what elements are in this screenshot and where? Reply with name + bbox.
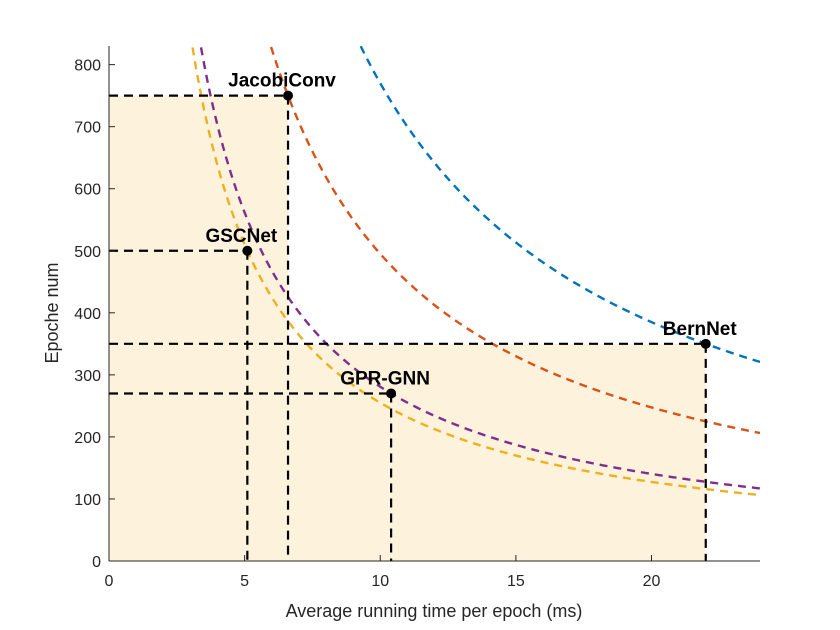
iso-cost-curves [191, 46, 760, 497]
curve-jacobiconv-iso-cost-curve [269, 46, 760, 435]
point-label-gpr-gnn: GPR-GNN [340, 368, 430, 389]
curve-gpr-gnn-iso-cost-curve [199, 46, 760, 490]
curve-gscnet-iso-cost-curve [191, 46, 760, 497]
y-tick-label: 0 [92, 554, 101, 571]
x-tick-label: 15 [507, 573, 525, 590]
guide-lines [109, 94, 707, 561]
point-gpr-gnn [386, 388, 397, 399]
shade-bernnet [109, 343, 706, 561]
y-axis-label: Epoche num [42, 262, 62, 363]
shaded-regions [109, 95, 706, 562]
y-tick-label: 600 [74, 182, 101, 199]
data-points: JacobiConv GSCNet GPR-GNN BernNet [205, 71, 737, 399]
point-label-bernnet: BernNet [663, 319, 738, 340]
point-gscnet [242, 245, 253, 256]
x-tick-label: 20 [643, 573, 661, 590]
x-tick-label: 10 [371, 573, 389, 590]
point-jacobiconv [283, 90, 294, 101]
y-tick-label: 200 [74, 430, 101, 447]
y-tick-label: 800 [74, 58, 101, 75]
y-tick-label: 500 [74, 244, 101, 261]
x-tick-label: 5 [240, 573, 249, 590]
point-bernnet [700, 338, 711, 349]
y-tick-label: 100 [74, 492, 101, 509]
x-axis-label: Average running time per epoch (ms) [286, 601, 583, 621]
y-tick-label: 300 [74, 368, 101, 385]
point-label-gscnet: GSCNet [205, 226, 277, 247]
y-tick-label: 700 [74, 120, 101, 137]
x-tick-label: 0 [105, 573, 114, 590]
point-label-jacobiconv: JacobiConv [228, 71, 336, 92]
curve-bernnet-iso-cost-curve [359, 46, 760, 364]
y-tick-label: 400 [74, 306, 101, 323]
